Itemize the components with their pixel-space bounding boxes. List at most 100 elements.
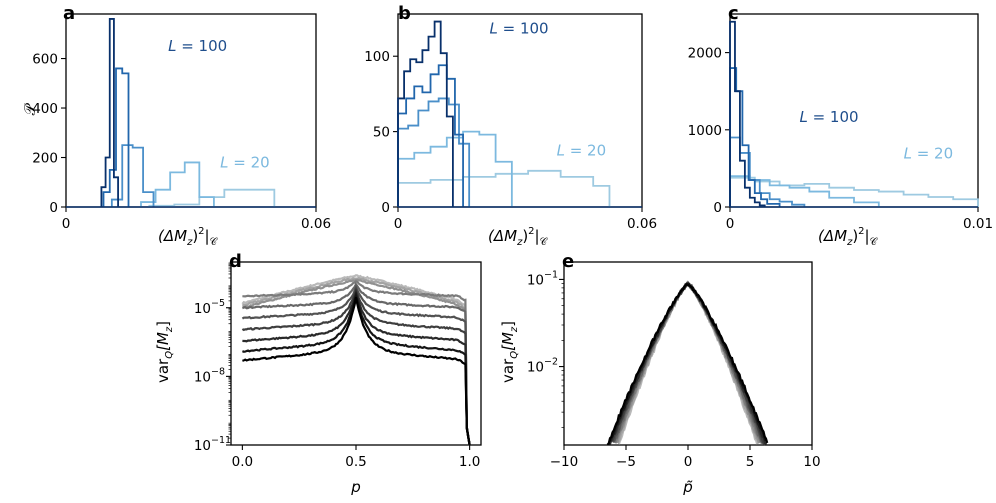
scaled-var-series-5: [612, 280, 764, 445]
xlabel-a-main: (ΔM: [158, 227, 187, 245]
hist-series-L80: [397, 64, 464, 207]
annotation-symbol: L: [557, 142, 565, 160]
panel-a-label: a: [63, 3, 75, 24]
annotation-L20: L = 20: [220, 153, 270, 171]
ytick-label: 400: [32, 101, 58, 117]
xtick-label: 10: [803, 454, 820, 470]
scaled-var-series-3: [614, 282, 762, 444]
var-series-1: [242, 291, 471, 446]
hist-series-L20: [397, 169, 611, 207]
ylabel-e-tail: [M: [499, 332, 517, 351]
ylabel-d-tail: [M: [154, 332, 172, 351]
hist-series-L60: [397, 97, 471, 207]
annotation-value: = 100: [176, 37, 227, 55]
annotation-L100: L = 100: [799, 108, 858, 126]
var-series-6: [242, 280, 471, 446]
var-series-9: [241, 274, 471, 445]
hist-series-L60: [110, 144, 155, 207]
panel-c-label: c: [728, 3, 739, 24]
xlabel-a-c: 𝒞: [210, 237, 219, 248]
panel-e-xlabel: p̃: [682, 478, 693, 496]
xlabel-c-sub: z: [846, 237, 853, 248]
xlabel-b-c: 𝒞: [540, 237, 549, 248]
ytick-label: 600: [32, 52, 58, 68]
var-series-7: [242, 278, 471, 446]
xtick-label: 0.01: [963, 216, 993, 232]
ylabel-d-end: ]: [154, 321, 172, 327]
var-series-0: [242, 296, 471, 445]
xlabel-c-main: (ΔM: [818, 227, 847, 245]
var-series-3: [241, 286, 471, 446]
hist-series-L40: [140, 161, 215, 207]
scaled-var-series-7: [608, 281, 768, 446]
ylabel-e-var: var: [499, 358, 517, 383]
xtick-label: 0.5: [345, 454, 366, 470]
xlabel-c-c: 𝒞: [870, 237, 879, 248]
annotation-value: = 100: [498, 20, 549, 38]
var-series-8: [241, 277, 471, 445]
ylabel-d-var: var: [154, 358, 172, 383]
xtick-label: 5: [746, 454, 755, 470]
panel-a-ylabel: 𝒫: [21, 102, 39, 115]
panel-e-label: e: [562, 251, 574, 272]
annotation-value: = 100: [808, 108, 859, 126]
xlabel-c-sup: 2: [858, 226, 864, 237]
ytick-exponent: −5: [211, 298, 225, 309]
xlabel-b-sup: 2: [528, 226, 534, 237]
hist-series-L40: [397, 130, 513, 207]
xlabel-c-bar: |: [865, 227, 870, 245]
ytick-label: 10: [194, 301, 211, 317]
xtick-label: 1.0: [459, 454, 480, 470]
xtick-label: −5: [616, 454, 636, 470]
scaled-var-series-6: [611, 281, 766, 446]
hist-series-L20: [148, 188, 276, 207]
ylabel-d-sub: Q: [164, 351, 175, 359]
hist-series-L100: [729, 20, 766, 207]
panel-c-xlabel: (ΔMz)2|𝒞: [818, 226, 879, 248]
ytick-label: 10: [527, 360, 544, 376]
ytick-label: 50: [373, 125, 390, 141]
annotation-symbol: L: [168, 37, 176, 55]
xlabel-b-main: (ΔM: [488, 227, 517, 245]
xlabel-a-sup: 2: [198, 226, 204, 237]
xlabel-c-tail: ): [852, 227, 858, 245]
ytick-exponent: −11: [211, 435, 231, 446]
annotation-value: = 20: [912, 144, 953, 162]
panel-b-xlabel: (ΔMz)2|𝒞: [488, 226, 549, 248]
annotation-L100: L = 100: [168, 37, 227, 55]
ytick-label: 200: [32, 151, 58, 167]
xtick-label: 0: [394, 216, 403, 232]
xtick-label: 0.06: [627, 216, 657, 232]
panel-b-frame: [397, 13, 643, 208]
xtick-label: 0.06: [301, 216, 331, 232]
ylabel-e-end: ]: [499, 321, 517, 327]
xtick-label: −10: [550, 454, 579, 470]
ytick-label: 2000: [688, 46, 722, 62]
xtick-label: 0: [62, 216, 71, 232]
xtick-label: 0: [726, 216, 735, 232]
scaled-var-series-1: [616, 282, 760, 444]
hist-series-L20: [729, 176, 979, 207]
ytick-label: 1000: [688, 123, 722, 139]
hist-series-L60: [729, 136, 806, 207]
var-series-4: [241, 284, 471, 445]
annotation-value: = 20: [565, 142, 606, 160]
scaled-var-series-2: [616, 283, 761, 444]
panel-a-xlabel: (ΔMz)2|𝒞: [158, 226, 219, 248]
xtick-label: 0: [684, 454, 693, 470]
ytick-label: 0: [49, 200, 58, 216]
annotation-value: = 20: [229, 153, 270, 171]
annotation-symbol: L: [490, 20, 498, 38]
xlabel-b-sub: z: [516, 237, 523, 248]
ylabel-d-sub2: z: [164, 326, 175, 333]
